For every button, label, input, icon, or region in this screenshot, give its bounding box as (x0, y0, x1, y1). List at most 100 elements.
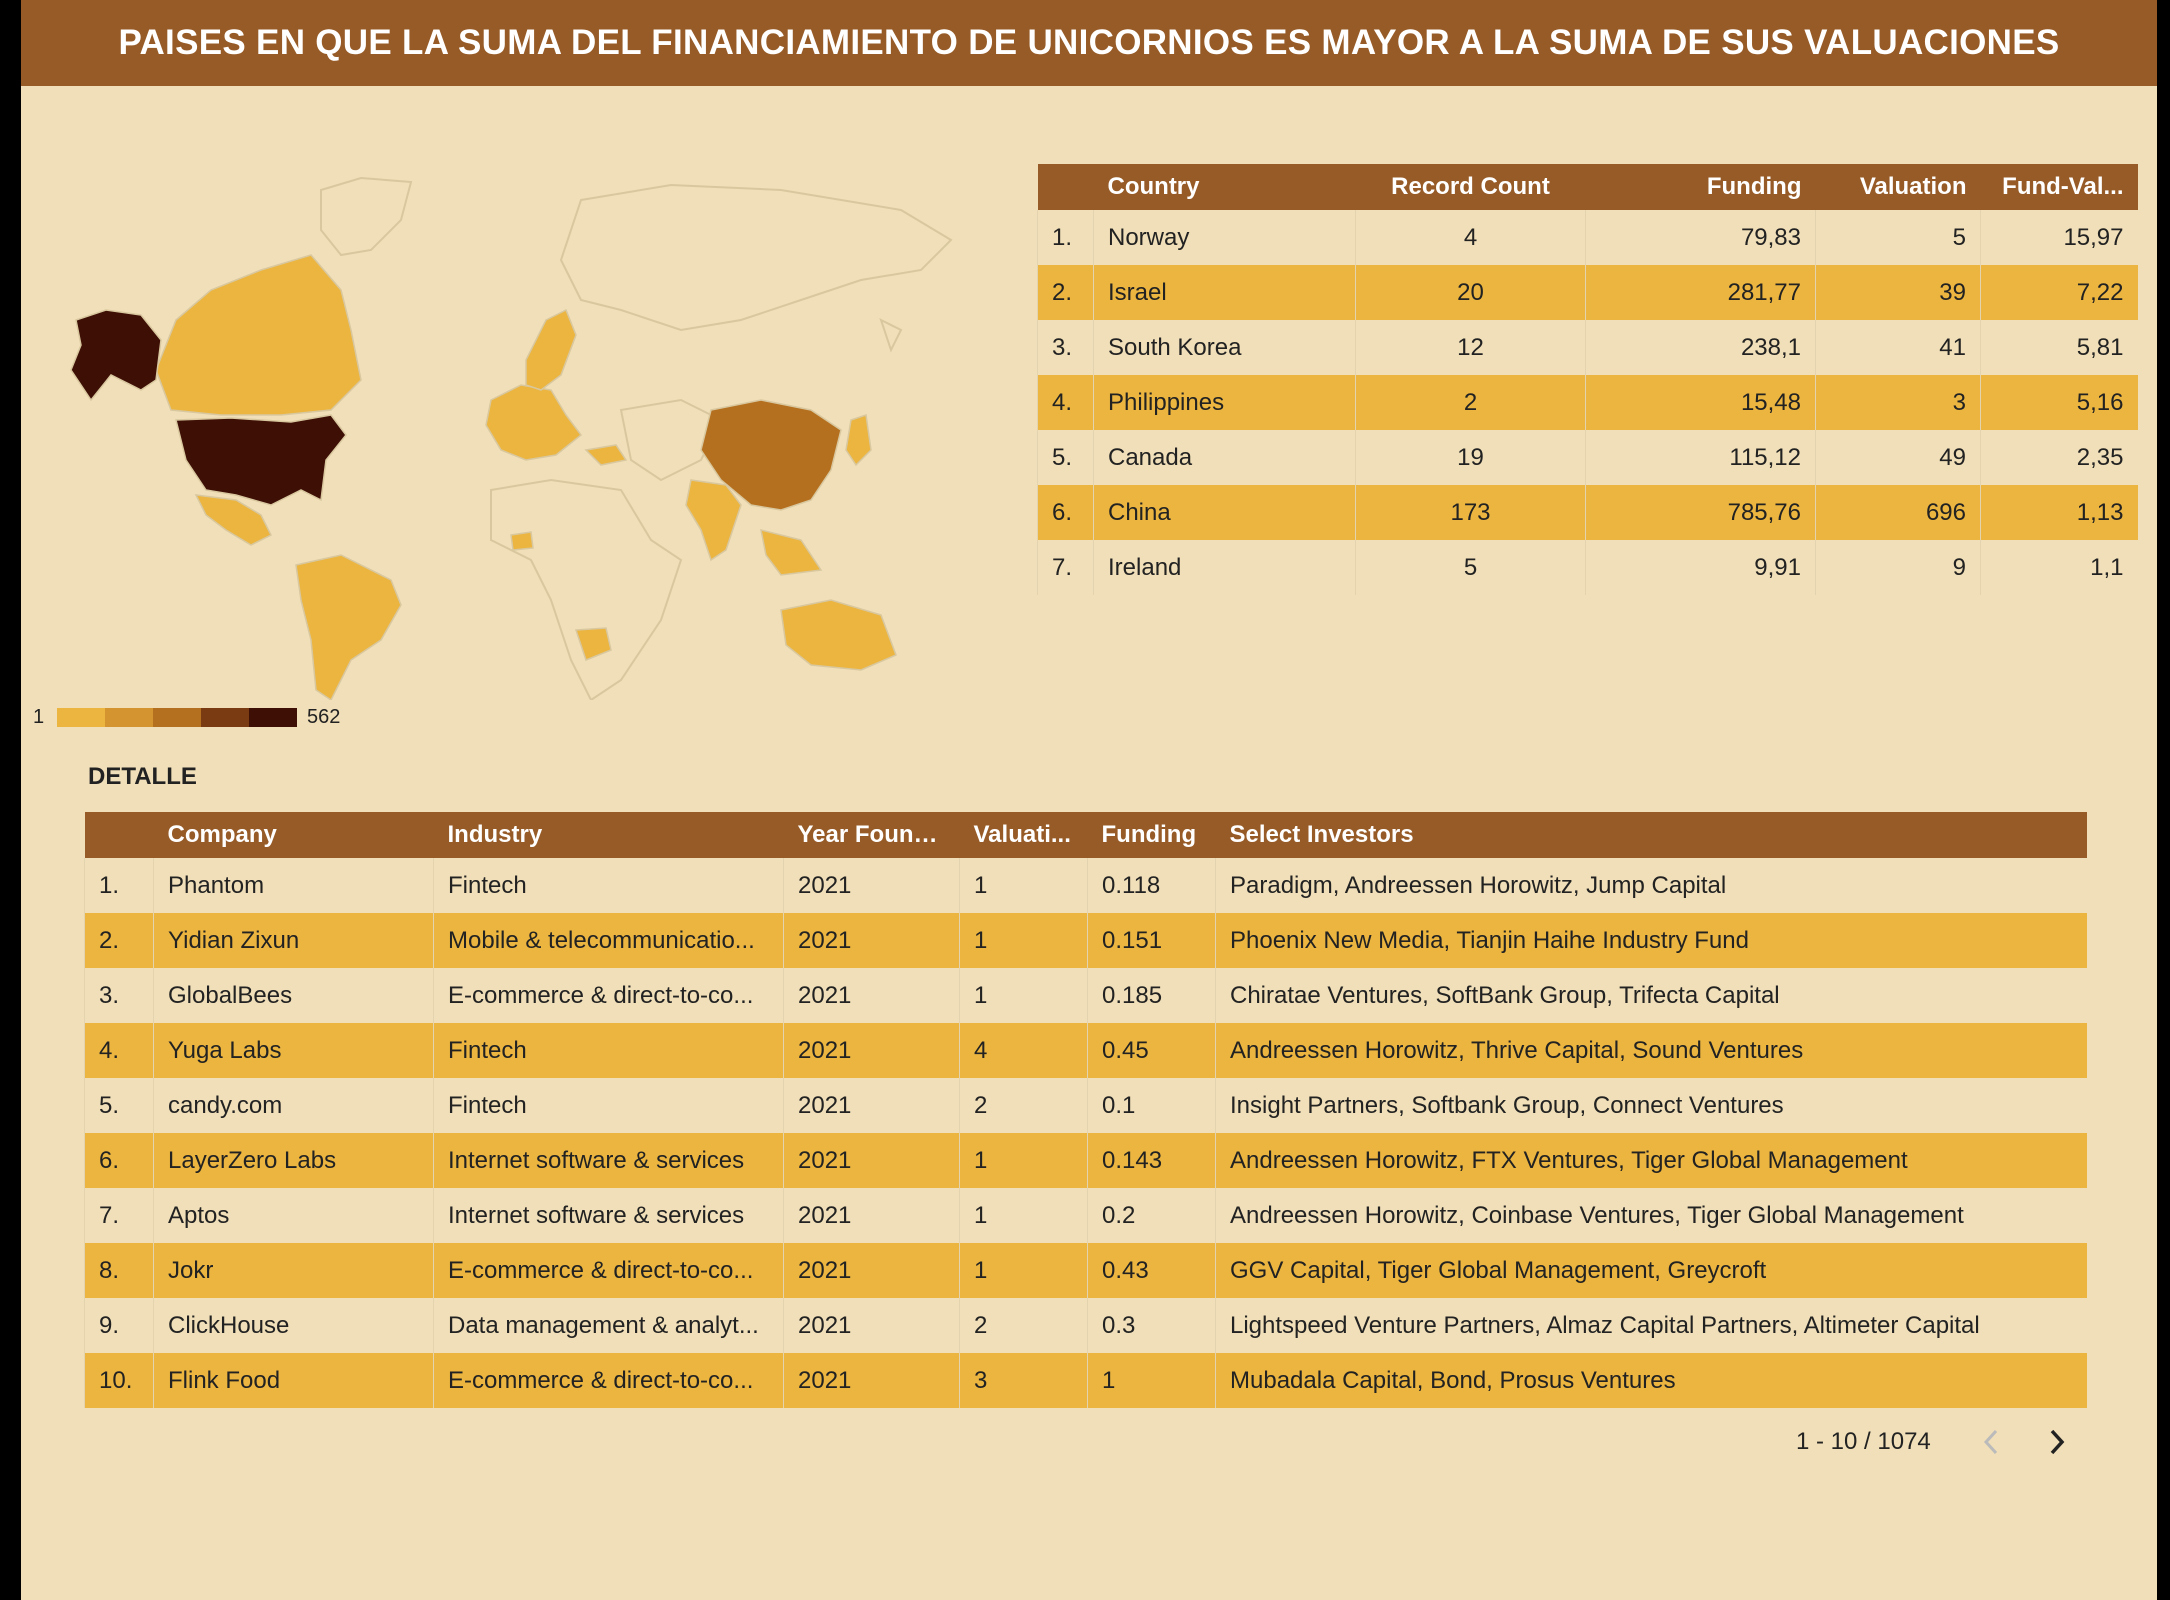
col-header-valuation[interactable]: Valuation (1815, 164, 1981, 210)
col-header-fund-val[interactable]: Fund-Val... (1980, 164, 2138, 210)
cell-funding: 0.151 (1087, 913, 1216, 968)
cell-funding: 0.185 (1087, 968, 1216, 1023)
cell-row-index: 6. (1037, 485, 1094, 540)
cell-select-investors: Andreessen Horowitz, Thrive Capital, Sou… (1215, 1023, 2087, 1078)
cell-year-founded: 2021 (783, 1133, 960, 1188)
map-region-australia[interactable] (780, 599, 897, 671)
cell-row-index: 5. (1037, 430, 1094, 485)
cell-valuation: 1 (959, 1188, 1088, 1243)
table-row[interactable]: 5. candy.com Fintech 2021 2 0.1 Insight Partne… (84, 1078, 2087, 1133)
col-header-index (1037, 164, 1094, 210)
map-region-south-america[interactable] (295, 554, 402, 700)
cell-industry: E-commerce & direct-to-co... (433, 968, 784, 1023)
cell-industry: E-commerce & direct-to-co... (433, 1353, 784, 1408)
cell-funding: 0.2 (1087, 1188, 1216, 1243)
cell-fund-val: 2,35 (1980, 430, 2138, 485)
cell-year-founded: 2021 (783, 1243, 960, 1298)
cell-industry: Internet software & services (433, 1188, 784, 1243)
cell-company: candy.com (153, 1078, 434, 1133)
cell-industry: Mobile & telecommunicatio... (433, 913, 784, 968)
table-row[interactable]: 2. Israel 20 281,77 39 7,22 (1037, 265, 2138, 320)
cell-select-investors: Phoenix New Media, Tianjin Haihe Industr… (1215, 913, 2087, 968)
col-header-index (84, 812, 154, 858)
cell-record-count: 19 (1355, 430, 1586, 485)
table-row[interactable]: 3. South Korea 12 238,1 41 5,81 (1037, 320, 2138, 375)
cell-company: GlobalBees (153, 968, 434, 1023)
map-region-alaska[interactable] (70, 309, 162, 402)
map-region-russia[interactable] (559, 183, 953, 332)
col-header-industry[interactable]: Industry (433, 812, 784, 858)
cell-valuation: 1 (959, 1243, 1088, 1298)
map-region-south-africa[interactable] (574, 627, 612, 661)
map-region-japan[interactable] (845, 414, 872, 467)
table-row[interactable]: 1. Phantom Fintech 2021 1 0.118 Paradigm, Andr… (84, 858, 2087, 913)
col-header-select-investors[interactable]: Select Investors (1215, 812, 2087, 858)
cell-funding: 0.143 (1087, 1133, 1216, 1188)
cell-fund-val: 1,13 (1980, 485, 2138, 540)
cell-country: Philippines (1093, 375, 1356, 430)
cell-record-count: 2 (1355, 375, 1586, 430)
table-row[interactable]: 7. Aptos Internet software & services 2021 1… (84, 1188, 2087, 1243)
table-row[interactable]: 10. Flink Food E-commerce & direct-to-co..… (84, 1353, 2087, 1408)
table-row[interactable]: 9. ClickHouse Data management & analyt... 2… (84, 1298, 2087, 1353)
cell-industry: Fintech (433, 1078, 784, 1133)
map-region-canada[interactable] (155, 254, 362, 416)
col-header-record-count[interactable]: Record Count (1355, 164, 1586, 210)
header-bar: PAISES EN QUE LA SUMA DEL FINANCIAMIENTO… (21, 0, 2157, 86)
col-header-funding[interactable]: Funding (1585, 164, 1816, 210)
col-header-funding[interactable]: Funding (1087, 812, 1216, 858)
cell-company: LayerZero Labs (153, 1133, 434, 1188)
map-region-africa[interactable] (490, 478, 683, 700)
cell-select-investors: Andreessen Horowitz, Coinbase Ventures, … (1215, 1188, 2087, 1243)
map-region-greenland[interactable] (320, 176, 413, 257)
cell-funding: 0.43 (1087, 1243, 1216, 1298)
map-region-central-asia[interactable] (619, 398, 723, 482)
cell-valuation: 41 (1815, 320, 1981, 375)
cell-valuation: 3 (959, 1353, 1088, 1408)
chevron-left-icon (1983, 1429, 1997, 1455)
cell-industry: Fintech (433, 858, 784, 913)
col-header-valuation[interactable]: Valuati... (959, 812, 1088, 858)
table-row[interactable]: 6. China 173 785,76 696 1,13 (1037, 485, 2138, 540)
cell-year-founded: 2021 (783, 1353, 960, 1408)
world-map[interactable] (21, 160, 961, 700)
prev-page-button[interactable] (1971, 1424, 2011, 1460)
page-title: PAISES EN QUE LA SUMA DEL FINANCIAMIENTO… (118, 23, 2060, 62)
cell-year-founded: 2021 (783, 858, 960, 913)
table-row[interactable]: 8. Jokr E-commerce & direct-to-co... 2021 1 0… (84, 1243, 2087, 1298)
next-page-button[interactable] (2037, 1424, 2077, 1460)
cell-funding: 238,1 (1585, 320, 1816, 375)
cell-funding: 1 (1087, 1353, 1216, 1408)
map-region-usa[interactable] (175, 414, 347, 506)
cell-valuation: 1 (959, 858, 1088, 913)
cell-funding: 0.3 (1087, 1298, 1216, 1353)
table-row[interactable]: 5. Canada 19 115,12 49 2,35 (1037, 430, 2138, 485)
cell-company: Phantom (153, 858, 434, 913)
map-region-scandinavia[interactable] (525, 308, 577, 391)
table-row[interactable]: 4. Yuga Labs Fintech 2021 4 0.45 Andreessen Ho… (84, 1023, 2087, 1078)
map-region-nigeria[interactable] (510, 531, 534, 551)
pagination: 1 - 10 / 1074 (1796, 1424, 2077, 1460)
map-region-mexico[interactable] (194, 494, 273, 546)
table-row[interactable]: 4. Philippines 2 15,48 3 5,16 (1037, 375, 2138, 430)
cell-fund-val: 7,22 (1980, 265, 2138, 320)
table-row[interactable]: 3. GlobalBees E-commerce & direct-to-co...… (84, 968, 2087, 1023)
map-region-india[interactable] (685, 479, 742, 562)
col-header-country[interactable]: Country (1093, 164, 1356, 210)
col-header-company[interactable]: Company (153, 812, 434, 858)
col-header-year-founded[interactable]: Year Found... (783, 812, 960, 858)
detail-section-label: DETALLE (88, 763, 197, 790)
table-row[interactable]: 1. Norway 4 79,83 5 15,97 (1037, 210, 2138, 265)
map-region-europe[interactable] (485, 384, 583, 461)
cell-fund-val: 1,1 (1980, 540, 2138, 595)
cell-year-founded: 2021 (783, 913, 960, 968)
table-row[interactable]: 6. LayerZero Labs Internet software & serv… (84, 1133, 2087, 1188)
pagination-info: 1 - 10 / 1074 (1796, 1428, 1931, 1455)
cell-country: China (1093, 485, 1356, 540)
table-row[interactable]: 2. Yidian Zixun Mobile & telecommunicatio.… (84, 913, 2087, 968)
table-row[interactable]: 7. Ireland 5 9,91 9 1,1 (1037, 540, 2138, 595)
map-region-china[interactable] (700, 399, 842, 511)
map-region-japan-north[interactable] (879, 318, 903, 353)
map-region-turkey[interactable] (584, 444, 628, 466)
map-region-southeast-asia[interactable] (760, 528, 823, 576)
